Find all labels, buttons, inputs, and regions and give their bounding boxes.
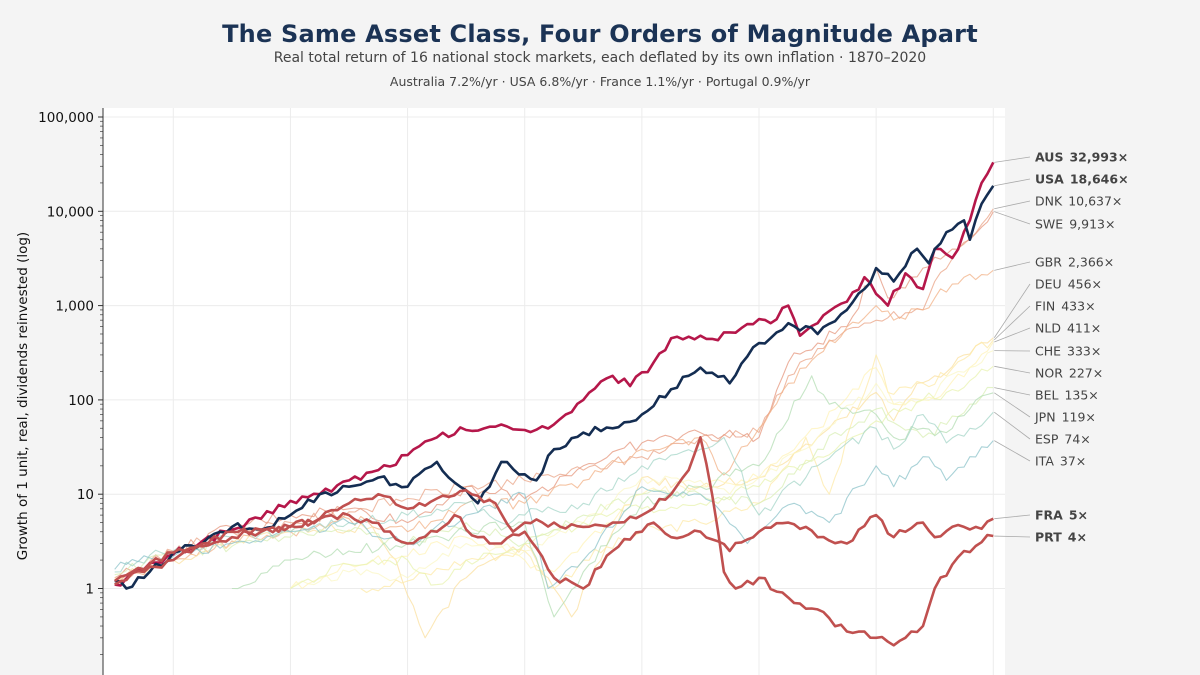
series-end-value: 227× <box>1069 366 1103 381</box>
series-name: ESP <box>1035 432 1059 447</box>
leader-line <box>994 200 1031 210</box>
axes <box>98 108 104 675</box>
series-line-che <box>290 350 994 589</box>
leader-line <box>994 392 1031 418</box>
series-line-aus <box>114 161 995 587</box>
grid <box>103 108 1005 675</box>
series-name: CHE <box>1035 344 1061 359</box>
series-end-value: 10,637× <box>1068 194 1122 209</box>
series-name: USA <box>1035 172 1064 187</box>
series-line-prt <box>114 436 994 647</box>
chart-subtitle: Real total return of 16 national stock m… <box>273 50 927 66</box>
series-name: ITA <box>1035 454 1054 469</box>
series-name: PRT <box>1035 530 1062 545</box>
leader-line <box>994 440 1031 462</box>
series-lines <box>113 161 995 647</box>
leader-line <box>994 261 1031 271</box>
chart-note: Australia 7.2%/yr · USA 6.8%/yr · France… <box>389 74 811 89</box>
series-line-fra <box>113 511 994 590</box>
series-name: AUS <box>1035 150 1063 165</box>
series-name: DNK <box>1035 194 1063 209</box>
end-label-ita: ITA 37× <box>1035 454 1086 469</box>
end-label-gbr: GBR 2,366× <box>1035 255 1114 270</box>
series-name: NOR <box>1035 366 1063 381</box>
end-label-nor: NOR 227× <box>1035 366 1103 381</box>
series-line-nor <box>290 365 994 589</box>
series-end-value: 74× <box>1064 432 1090 447</box>
leader-line <box>994 535 1031 538</box>
y-tick-label: 1 <box>85 582 94 598</box>
series-end-value: 119× <box>1062 410 1096 425</box>
series-end-value: 32,993× <box>1069 150 1128 165</box>
y-tick-label: 10 <box>77 487 94 503</box>
series-name: FRA <box>1035 508 1063 523</box>
end-label-esp: ESP 74× <box>1035 432 1091 447</box>
leader-line <box>994 156 1031 163</box>
leader-line <box>994 514 1031 520</box>
end-label-bel: BEL 135× <box>1035 388 1099 403</box>
series-name: JPN <box>1034 410 1056 425</box>
y-tick-label: 100,000 <box>38 110 94 126</box>
end-label-deu: DEU 456× <box>1035 277 1102 292</box>
series-line-ita <box>114 440 994 590</box>
series-name: BEL <box>1035 388 1058 403</box>
series-end-value: 2,366× <box>1068 255 1114 270</box>
end-label-aus: AUS 32,993× <box>1035 150 1128 165</box>
end-label-dnk: DNK 10,637× <box>1035 194 1122 209</box>
end-label-fra: FRA 5× <box>1035 508 1088 523</box>
end-label-usa: USA 18,646× <box>1035 172 1129 187</box>
plot-area <box>103 108 1005 675</box>
leader-line <box>993 283 1031 338</box>
series-end-value: 4× <box>1068 530 1087 545</box>
series-name: NLD <box>1035 321 1061 336</box>
leader-line <box>994 411 1031 440</box>
series-end-value: 9,913× <box>1069 217 1115 232</box>
series-line-esp <box>114 411 994 573</box>
series-line-bel <box>114 386 994 576</box>
y-tick-label: 10,000 <box>47 204 94 220</box>
leader-line <box>994 387 1031 396</box>
series-end-value: 456× <box>1068 277 1102 292</box>
series-end-value: 333× <box>1067 344 1101 359</box>
series-end-value: 5× <box>1069 508 1088 523</box>
y-axis-label: Growth of 1 unit, real, dividends reinve… <box>15 232 31 560</box>
leader-line <box>994 305 1031 341</box>
y-tick-label: 1,000 <box>55 299 94 315</box>
series-name: SWE <box>1035 217 1063 232</box>
series-end-value: 18,646× <box>1070 172 1129 187</box>
leader-line <box>994 365 1031 374</box>
y-tick-label: 100 <box>68 393 94 409</box>
series-name: FIN <box>1035 299 1055 314</box>
end-labels: AUS 32,993× USA 18,646× DNK 10,637× SWE 9,913× G… <box>993 150 1129 545</box>
end-label-fin: FIN 433× <box>1035 299 1096 314</box>
series-end-value: 433× <box>1061 299 1095 314</box>
leader-line <box>994 178 1031 187</box>
series-end-value: 411× <box>1067 321 1101 336</box>
leader-line <box>994 211 1031 225</box>
series-name: GBR <box>1035 255 1062 270</box>
series-name: DEU <box>1035 277 1062 292</box>
end-label-che: CHE 333× <box>1035 344 1101 359</box>
series-end-value: 37× <box>1060 454 1086 469</box>
end-label-prt: PRT 4× <box>1035 530 1087 545</box>
end-label-nld: NLD 411× <box>1035 321 1101 336</box>
y-tick-labels: 1 10 100 1,000 10,000 100,000 <box>38 110 94 598</box>
series-line-jpn <box>231 375 994 618</box>
series-end-value: 135× <box>1064 388 1098 403</box>
end-label-jpn: JPN 119× <box>1034 410 1096 425</box>
end-label-swe: SWE 9,913× <box>1035 217 1115 232</box>
leader-line <box>994 327 1031 343</box>
chart-title: The Same Asset Class, Four Orders of Mag… <box>222 20 978 48</box>
